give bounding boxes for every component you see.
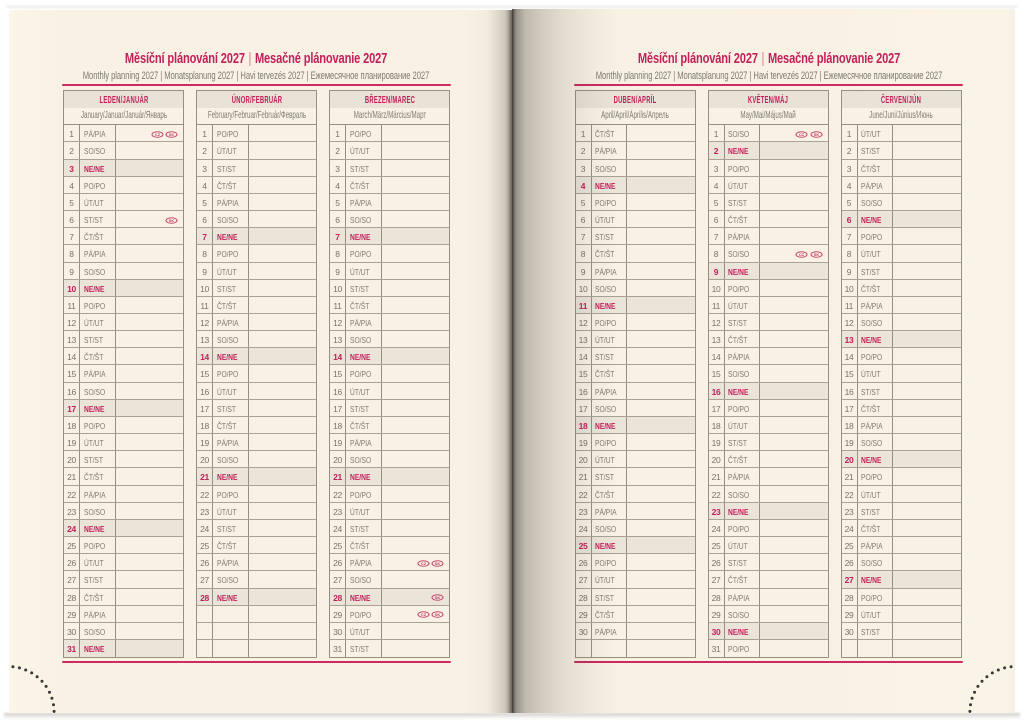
svg-text:SK: SK [169, 132, 175, 137]
svg-text:CZ: CZ [154, 132, 160, 137]
svg-text:CZ: CZ [420, 612, 426, 617]
svg-text:SK: SK [435, 612, 441, 617]
svg-text:CZ: CZ [420, 561, 426, 566]
svg-text:SK: SK [435, 561, 441, 566]
svg-text:SK: SK [169, 218, 175, 223]
svg-text:SK: SK [813, 132, 819, 137]
svg-text:SK: SK [435, 595, 441, 600]
svg-text:CZ: CZ [799, 252, 805, 257]
svg-text:CZ: CZ [799, 132, 805, 137]
svg-text:SK: SK [813, 252, 819, 257]
